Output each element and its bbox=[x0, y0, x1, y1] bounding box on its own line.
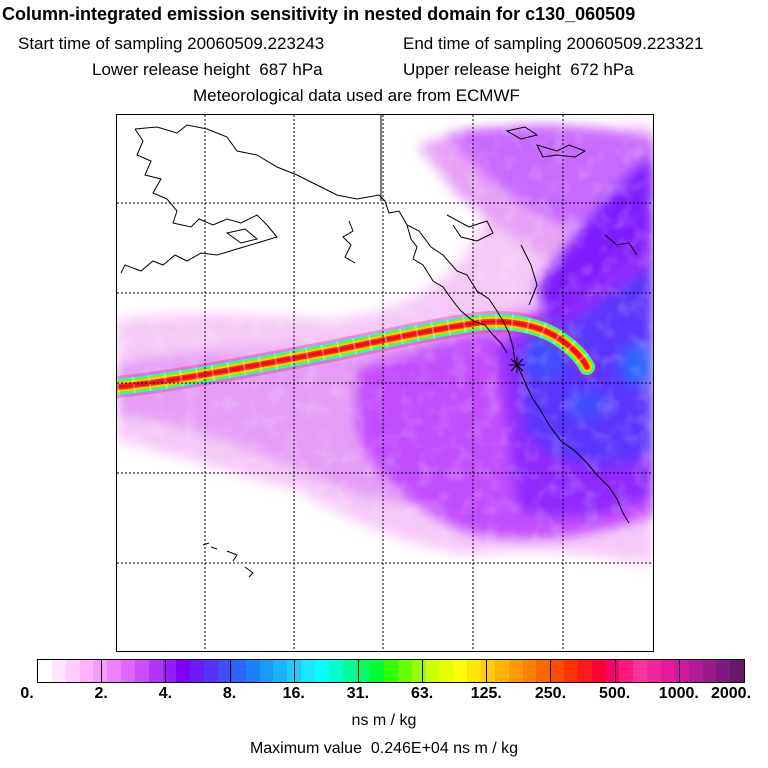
colorbar-separator bbox=[550, 659, 552, 683]
colorbar-swatch bbox=[356, 660, 371, 682]
colorbar-swatch bbox=[619, 660, 634, 682]
colorbar-tick-label: 2000. bbox=[710, 685, 752, 702]
emission-plume bbox=[117, 310, 598, 398]
colorbar-swatch bbox=[342, 660, 357, 682]
colorbar-swatch bbox=[273, 660, 288, 682]
colorbar-swatch bbox=[301, 660, 315, 682]
colorbar-swatch bbox=[536, 660, 551, 682]
colorbar-swatch bbox=[688, 660, 703, 682]
colorbar-swatch bbox=[577, 660, 592, 682]
colorbar-swatch bbox=[245, 660, 260, 682]
colorbar-swatch bbox=[522, 660, 537, 682]
colorbar-swatch bbox=[370, 660, 385, 682]
colorbar-units: ns m / kg bbox=[351, 712, 417, 729]
colorbar-swatch bbox=[314, 660, 329, 682]
colorbar-swatch bbox=[411, 660, 426, 682]
colorbar-swatch bbox=[148, 660, 163, 682]
colorbar-swatch bbox=[107, 660, 122, 682]
colorbar-tick-label: 8. bbox=[222, 685, 237, 702]
colorbar-swatch bbox=[633, 660, 648, 682]
colorbar-separator bbox=[678, 659, 680, 683]
colorbar-swatch bbox=[134, 660, 149, 682]
colorbar-tick-label: 1000. bbox=[658, 685, 699, 702]
colorbar-tick-label: 4. bbox=[158, 685, 173, 702]
colorbar-swatch bbox=[674, 660, 689, 682]
colorbar-swatch bbox=[647, 660, 661, 682]
colorbar-separator bbox=[229, 659, 231, 683]
upper-release-label: Upper release height bbox=[403, 60, 561, 79]
map-svg bbox=[117, 115, 653, 651]
colorbar-swatch bbox=[38, 660, 52, 682]
colorbar-separator bbox=[293, 659, 295, 683]
colorbar-separator bbox=[486, 659, 488, 683]
lower-release: Lower release height 687 hPa bbox=[92, 60, 323, 80]
coastlines bbox=[120, 115, 638, 578]
map-grid bbox=[117, 115, 653, 651]
colorbar-swatch bbox=[176, 660, 191, 682]
colorbar-tick-label: 16. bbox=[282, 685, 305, 702]
colorbar-separator bbox=[165, 659, 167, 683]
colorbar-separator bbox=[101, 659, 103, 683]
maximum-value-label: Maximum value bbox=[249, 740, 362, 757]
upper-release-value: 672 hPa bbox=[570, 60, 634, 79]
colorbar-swatch bbox=[397, 660, 412, 682]
colorbar-swatch bbox=[190, 660, 205, 682]
colorbar-swatch bbox=[328, 660, 343, 682]
colorbar-swatch bbox=[508, 660, 523, 682]
colorbar-tick-label: 0. bbox=[20, 685, 34, 702]
colorbar-swatch bbox=[425, 660, 440, 682]
colorbar-tick-label: 31. bbox=[346, 685, 370, 702]
colorbar-swatch bbox=[716, 660, 731, 682]
colorbar-swatch bbox=[453, 660, 468, 682]
colorbar-swatch bbox=[467, 660, 481, 682]
sensitivity-map bbox=[116, 114, 654, 652]
colorbar-swatch bbox=[259, 660, 274, 682]
met-data-note: Meteorological data used are from ECMWF bbox=[193, 86, 520, 105]
colorbar-separator bbox=[422, 659, 424, 683]
colorbar-tick-label: 125. bbox=[470, 685, 502, 702]
colorbar-separator bbox=[357, 659, 359, 683]
colorbar-swatch bbox=[231, 660, 246, 682]
colorbar-tick-label: 2. bbox=[94, 685, 108, 702]
colorbar-swatch bbox=[93, 660, 108, 682]
end-time-label: End time of sampling bbox=[403, 34, 562, 53]
colorbar-swatch bbox=[494, 660, 509, 682]
chart-title: Column-integrated emission sensitivity i… bbox=[2, 4, 636, 24]
start-time: Start time of sampling 20060509.223243 bbox=[18, 34, 324, 54]
colorbar-swatch bbox=[384, 660, 398, 682]
colorbar-tick-label: 500. bbox=[599, 685, 631, 702]
colorbar-swatch bbox=[702, 660, 717, 682]
colorbar bbox=[37, 659, 745, 683]
colorbar-swatch bbox=[79, 660, 94, 682]
upper-release: Upper release height 672 hPa bbox=[403, 60, 634, 80]
lower-release-value: 687 hPa bbox=[259, 60, 323, 79]
colorbar-swatch bbox=[65, 660, 80, 682]
colorbar-swatch bbox=[204, 660, 218, 682]
colorbar-swatch bbox=[121, 660, 135, 682]
colorbar-swatch bbox=[605, 660, 620, 682]
colorbar-swatch bbox=[591, 660, 606, 682]
colorbar-swatch bbox=[217, 660, 232, 682]
colorbar-swatch bbox=[730, 660, 745, 682]
colorbar-swatch bbox=[481, 660, 495, 682]
end-time: End time of sampling 20060509.223321 bbox=[403, 34, 704, 54]
colorbar-swatch bbox=[550, 660, 565, 682]
colorbar-separator bbox=[614, 659, 616, 683]
maximum-value-number: 0.246E+04 ns m / kg bbox=[370, 740, 519, 757]
colorbar-swatch bbox=[564, 660, 578, 682]
maximum-value: Maximum value 0.246E+04 ns m / kg bbox=[0, 740, 768, 758]
start-time-label: Start time of sampling bbox=[18, 34, 183, 53]
colorbar-swatch bbox=[660, 660, 675, 682]
lower-release-label: Lower release height bbox=[92, 60, 250, 79]
end-time-value: 20060509.223321 bbox=[566, 34, 704, 53]
colorbar-swatch bbox=[439, 660, 454, 682]
start-time-value: 20060509.223243 bbox=[187, 34, 325, 53]
colorbar-tick-label: 63. bbox=[410, 685, 434, 702]
colorbar-swatch bbox=[51, 660, 66, 682]
colorbar-tick-label: 250. bbox=[534, 685, 567, 702]
